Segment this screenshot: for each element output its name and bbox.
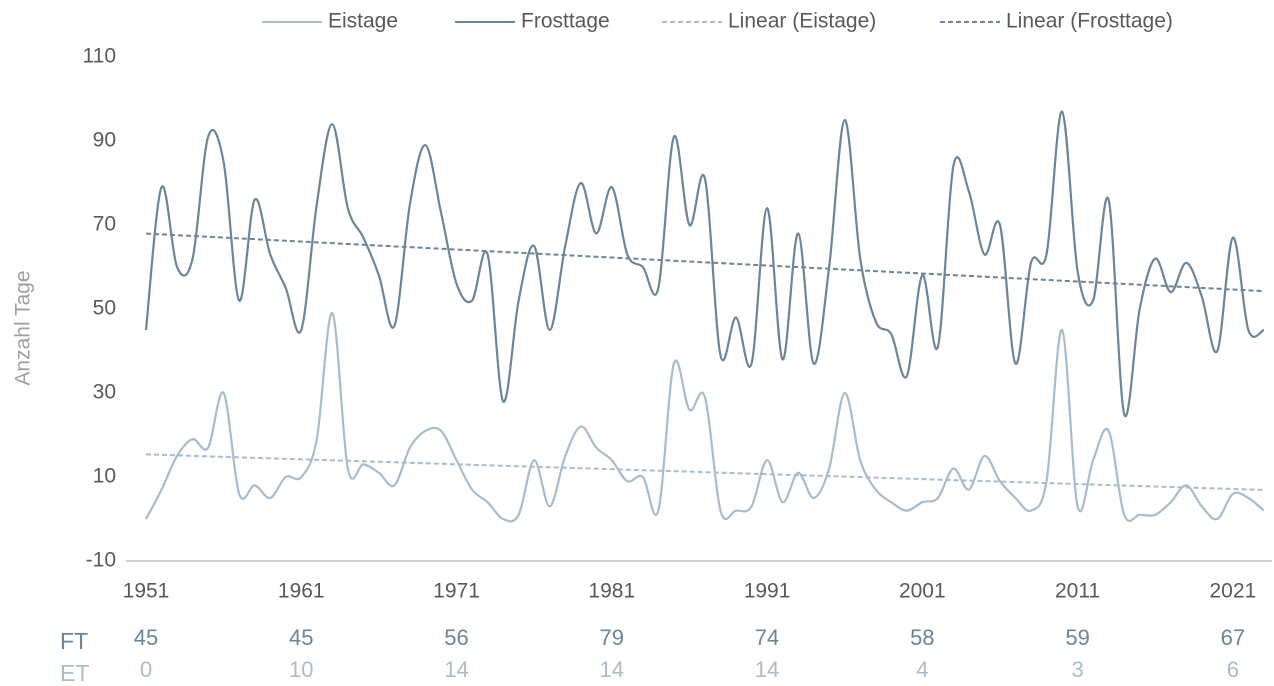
table-value: 3 <box>1071 657 1083 682</box>
table-row-label: FT <box>60 628 88 654</box>
table-value: 56 <box>444 625 468 650</box>
table-row-label: ET <box>60 660 89 686</box>
x-tick-label: 1961 <box>278 580 325 603</box>
y-tick-label: 70 <box>93 213 116 236</box>
y-axis-title: Anzahl Tage <box>12 270 35 385</box>
table-value: 14 <box>600 657 624 682</box>
x-tick-label: 1971 <box>433 580 480 603</box>
table-value: 14 <box>444 657 468 682</box>
table-value: 6 <box>1227 657 1239 682</box>
x-tick-label: 1951 <box>123 580 170 603</box>
table-value: 45 <box>134 625 158 650</box>
table-value: 4 <box>916 657 928 682</box>
legend-label: Frosttage <box>521 10 610 33</box>
legend-label: Eistage <box>328 10 398 33</box>
trend-line <box>145 232 1264 293</box>
x-tick-label: 2001 <box>899 580 946 603</box>
legend-label: Linear (Frosttage) <box>1006 10 1173 33</box>
x-tick-label: 1991 <box>744 580 791 603</box>
table-value: 58 <box>910 625 934 650</box>
table-value: 67 <box>1221 625 1245 650</box>
series-line <box>144 110 1265 418</box>
y-tick-label: 90 <box>93 129 116 152</box>
table-value: 0 <box>140 657 152 682</box>
series-line <box>145 312 1265 523</box>
y-tick-label: 10 <box>93 465 116 488</box>
x-tick-label: 2011 <box>1055 580 1100 603</box>
table-value: 14 <box>755 657 779 682</box>
trend-line <box>145 453 1264 491</box>
table-value: 45 <box>289 625 313 650</box>
table-value: 59 <box>1065 625 1089 650</box>
x-tick-label: 1981 <box>588 580 635 603</box>
y-tick-label: 110 <box>83 45 116 68</box>
x-tick-label: 2021 <box>1209 580 1256 603</box>
legend-label: Linear (Eistage) <box>728 10 876 33</box>
table-value: 79 <box>600 625 624 650</box>
y-tick-label: 50 <box>93 297 116 320</box>
table-value: 10 <box>289 657 313 682</box>
y-tick-label: 30 <box>93 381 116 404</box>
y-tick-label: -10 <box>86 549 116 572</box>
table-value: 74 <box>755 625 779 650</box>
